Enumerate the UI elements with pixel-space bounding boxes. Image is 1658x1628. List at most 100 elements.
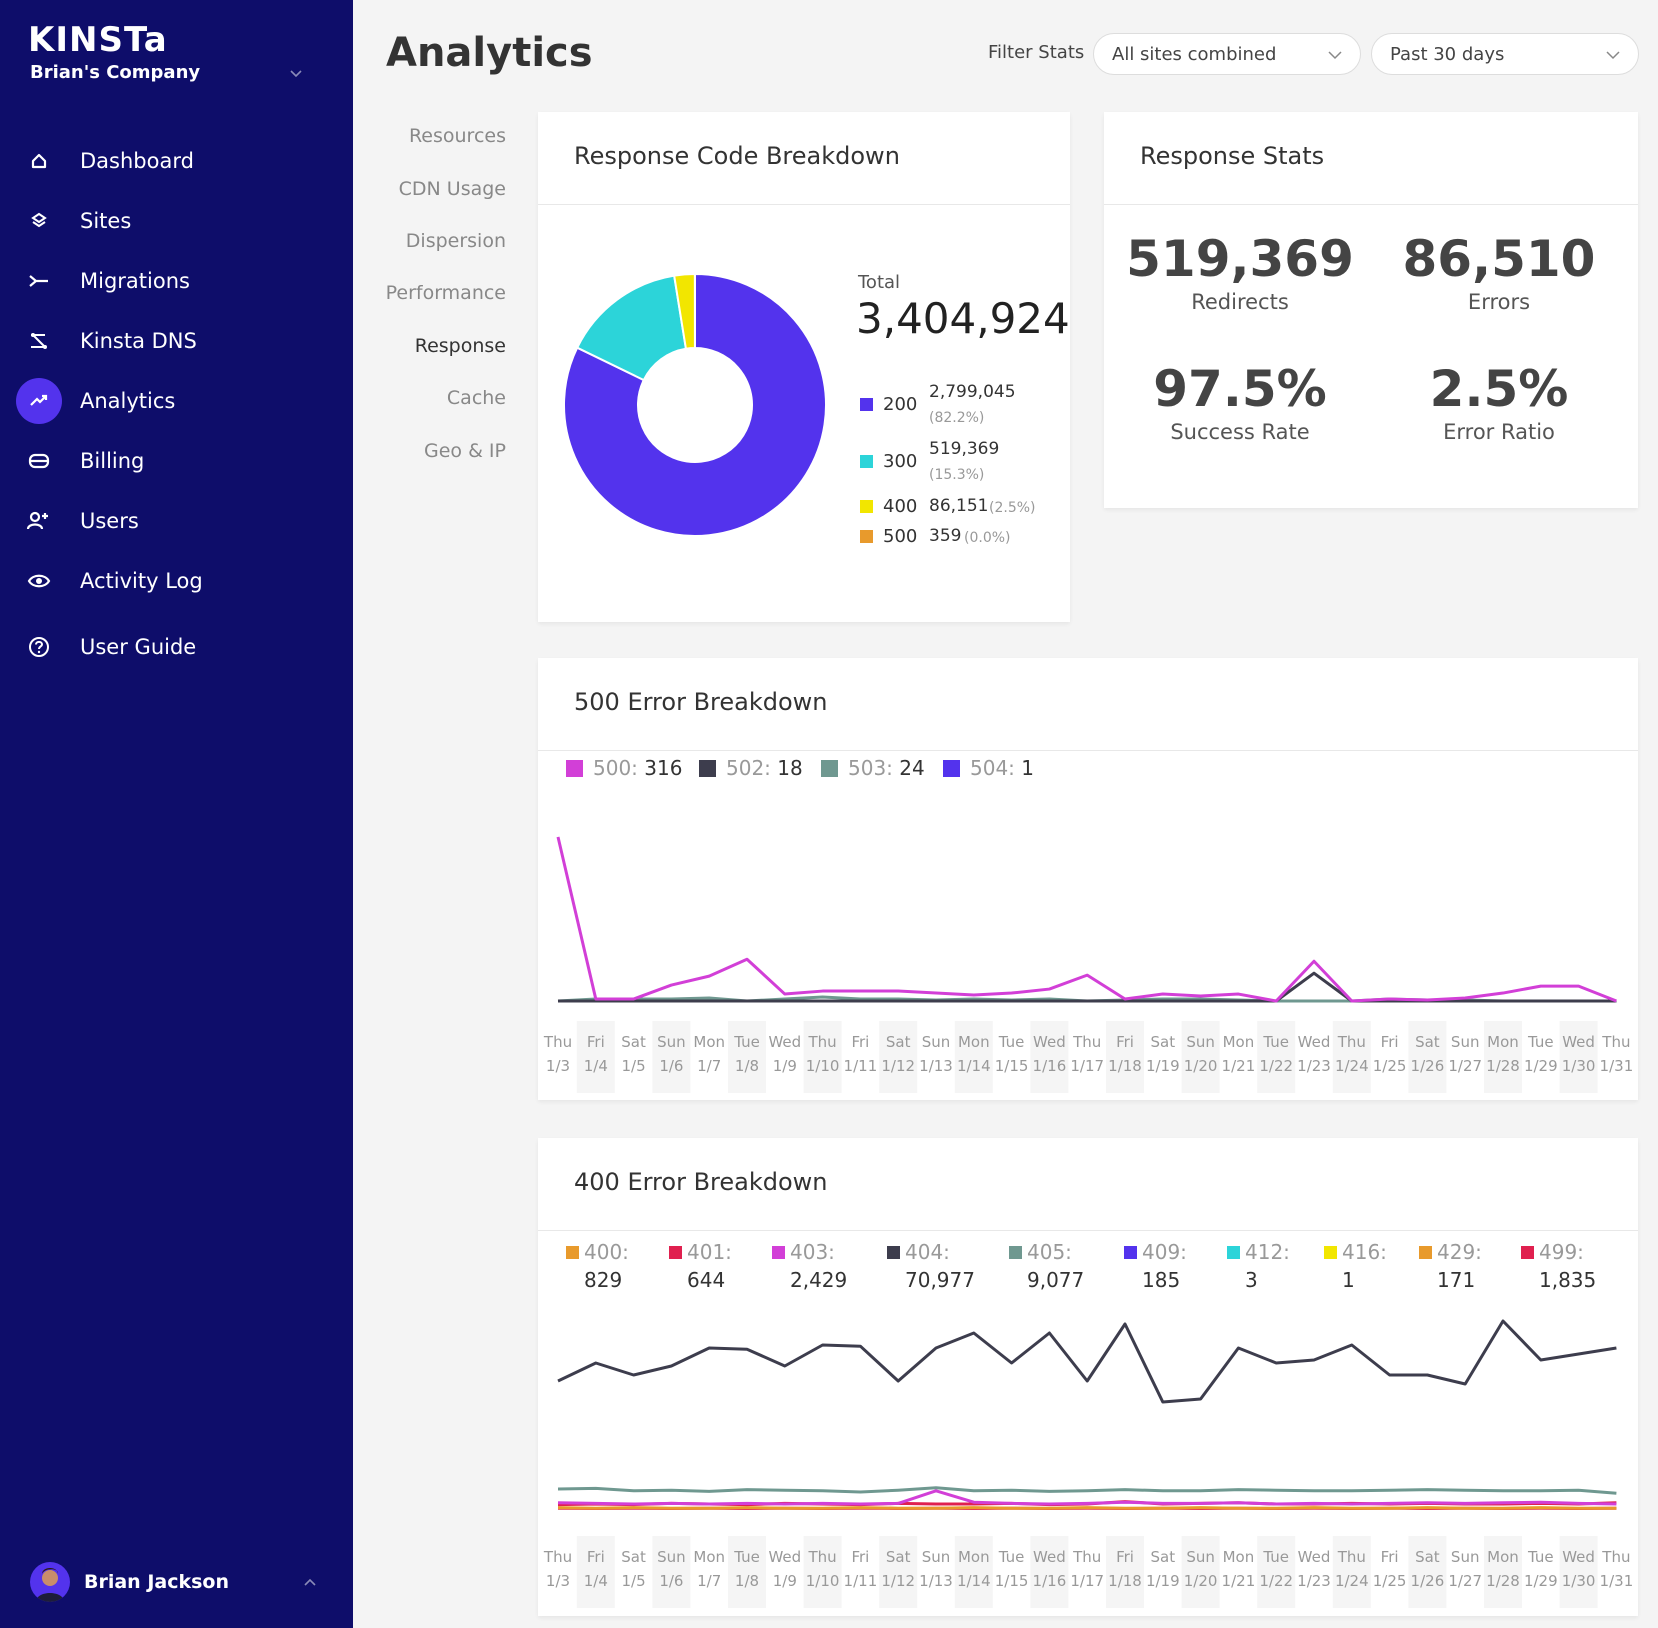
legend-504-series[interactable]: 504: 1 <box>943 756 1034 780</box>
subnav-dispersion[interactable]: Dispersion <box>405 230 506 252</box>
x-tick-day: Tue <box>1527 1548 1554 1566</box>
x-tick-date: 1/15 <box>995 1572 1029 1590</box>
sidebar-item-billing[interactable]: Billing <box>0 436 353 486</box>
sidebar-item-analytics[interactable]: Analytics <box>0 376 353 426</box>
redirects-value: 519,369 <box>1126 230 1354 288</box>
x-tick-date: 1/22 <box>1259 1057 1293 1075</box>
sidebar-item-label: Sites <box>80 209 132 233</box>
legend-code: 416: <box>1342 1240 1387 1264</box>
sidebar-item-migrations[interactable]: Migrations <box>0 256 353 306</box>
legend-code: 300 <box>883 451 918 472</box>
legend-code: 500: <box>593 756 638 780</box>
x-tick-date: 1/10 <box>806 1572 840 1590</box>
legend-percent: (0.0%) <box>964 530 1011 546</box>
legend-code: 503: <box>848 756 893 780</box>
donut-slice-300[interactable] <box>575 274 688 382</box>
kinsta-logo[interactable]: KINSTa <box>28 20 168 60</box>
x-tick-date: 1/19 <box>1146 1057 1180 1075</box>
period-select[interactable]: Past 30 days <box>1371 33 1639 75</box>
legend-swatch <box>669 1246 682 1259</box>
x-tick-date: 1/30 <box>1562 1572 1596 1590</box>
x-tick-date: 1/24 <box>1335 1057 1369 1075</box>
legend-code: 412: <box>1245 1240 1290 1264</box>
x-tick-date: 1/26 <box>1411 1572 1445 1590</box>
x-tick-date: 1/3 <box>546 1572 570 1590</box>
x-tick-date: 1/16 <box>1033 1572 1067 1590</box>
subnav-cache[interactable]: Cache <box>446 387 506 409</box>
user-menu[interactable]: Brian Jackson <box>30 1560 330 1604</box>
legend-swatch <box>566 759 583 777</box>
legend-code: 504: <box>970 756 1015 780</box>
chevron-up-icon[interactable] <box>300 1572 320 1592</box>
subnav-geo-ip[interactable]: Geo & IP <box>424 440 506 462</box>
x-tick-day: Mon <box>1487 1033 1519 1051</box>
chevron-down-icon[interactable] <box>286 64 306 84</box>
axis-band <box>728 1021 766 1093</box>
sidebar: KINSTa Brian's Company Dashboard Sites M… <box>0 0 353 1628</box>
divider <box>538 204 1070 205</box>
company-name[interactable]: Brian's Company <box>30 62 201 83</box>
error-500-card: 500 Error Breakdown <box>538 658 1638 1100</box>
legend-swatch <box>887 1246 900 1259</box>
series-line-502[interactable] <box>558 971 1617 1003</box>
error-400-card: 400 Error Breakdown <box>538 1138 1638 1616</box>
x-tick-date: 1/13 <box>919 1057 953 1075</box>
page-title: Analytics <box>386 30 593 76</box>
x-tick-day: Tue <box>998 1033 1025 1051</box>
period-select-value: Past 30 days <box>1390 43 1505 65</box>
x-tick-day: Sat <box>1150 1033 1175 1051</box>
legend-503-series[interactable]: 503: 24 <box>821 756 925 780</box>
x-tick-day: Tue <box>1262 1033 1289 1051</box>
subnav-cdn-usage[interactable]: CDN Usage <box>398 178 506 200</box>
x-tick-date: 1/25 <box>1373 1572 1407 1590</box>
x-tick-date: 1/6 <box>659 1572 683 1590</box>
sidebar-item-label: Dashboard <box>80 149 194 173</box>
series-line-405[interactable] <box>557 1486 1617 1495</box>
response-code-card: Response Code Breakdown Total 3,404,924 … <box>538 112 1070 622</box>
x-tick-date: 1/8 <box>735 1057 759 1075</box>
sidebar-item-sites[interactable]: Sites <box>0 196 353 246</box>
sidebar-item-activity-log[interactable]: Activity Log <box>0 556 353 606</box>
sidebar-item-dashboard[interactable]: Dashboard <box>0 136 353 186</box>
x-tick-day: Sun <box>657 1033 686 1051</box>
donut-slice-200[interactable] <box>563 272 827 537</box>
axis-band <box>1484 1021 1522 1093</box>
errors-label: Errors <box>1467 290 1531 314</box>
site-select[interactable]: All sites combined <box>1093 33 1361 75</box>
x-tick-date: 1/24 <box>1335 1572 1369 1590</box>
legend-percent: (82.2%) <box>929 410 985 426</box>
sidebar-item-label: Users <box>80 509 139 533</box>
error-500-line-chart: Thu1/3Fri1/4Sat1/5Sun1/6Mon1/7Tue1/8Wed1… <box>543 836 1633 1093</box>
axis-band <box>1257 1536 1296 1608</box>
x-tick-day: Tue <box>998 1548 1025 1566</box>
subnav-performance[interactable]: Performance <box>385 282 506 304</box>
legend-value: 24 <box>899 756 925 780</box>
series-line-403[interactable] <box>557 1489 1617 1506</box>
sidebar-item-user-guide[interactable]: User Guide <box>0 622 353 672</box>
sidebar-item-label: User Guide <box>80 635 197 659</box>
filter-stats-label: Filter Stats <box>988 42 1085 63</box>
legend-value: 70,977 <box>905 1268 975 1292</box>
x-tick-date: 1/11 <box>844 1572 878 1590</box>
success-rate-value: 97.5% <box>1153 360 1327 418</box>
axis-band <box>1408 1536 1447 1608</box>
legend-502-series[interactable]: 502: 18 <box>699 756 803 780</box>
legend-500-series[interactable]: 500: 316 <box>566 756 682 780</box>
sidebar-item-label: Analytics <box>80 389 176 413</box>
x-tick-day: Sat <box>621 1548 646 1566</box>
x-tick-day: Thu <box>1601 1548 1630 1566</box>
sidebar-item-kinsta-dns[interactable]: Kinsta DNS <box>0 316 353 366</box>
series-line-400[interactable] <box>557 1506 1617 1510</box>
series-line-404[interactable] <box>557 1319 1617 1404</box>
x-tick-date: 1/13 <box>919 1572 953 1590</box>
x-tick-day: Wed <box>1033 1548 1066 1566</box>
legend-code: 499: <box>1539 1240 1584 1264</box>
subnav-resources[interactable]: Resources <box>408 125 506 147</box>
series-line-500[interactable] <box>556 836 1617 1003</box>
legend-value: 3 <box>1245 1268 1258 1292</box>
legend-code: 429: <box>1437 1240 1482 1264</box>
x-tick-date: 1/23 <box>1297 1057 1331 1075</box>
sidebar-item-users[interactable]: Users <box>0 496 353 546</box>
subnav-response[interactable]: Response <box>414 335 506 357</box>
legend-value: 316 <box>644 756 683 780</box>
